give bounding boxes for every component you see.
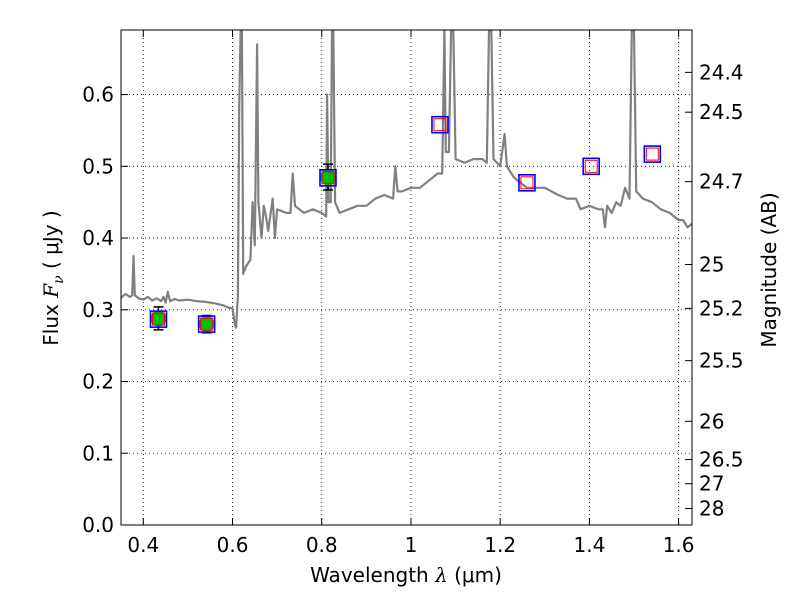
spectrum-layer (121, 30, 692, 329)
y-axis-label: Flux Fν ( μJy ) (39, 210, 67, 345)
marker-layer (149, 115, 662, 334)
model-flux-box (582, 157, 600, 176)
magnitude-tick-label: 25 (699, 253, 724, 277)
model-flux-box (643, 145, 662, 163)
x-tick-label: 1.4 (573, 533, 605, 557)
grid (121, 30, 692, 526)
model-flux-box-inner (433, 118, 447, 132)
model-flux-box (518, 174, 536, 192)
y-tick-label: 0.0 (82, 513, 114, 537)
y-tick-label: 0.1 (82, 441, 114, 465)
magnitude-tick-label: 28 (699, 497, 724, 521)
spectrum-line (121, 30, 692, 329)
model-flux-box (197, 315, 216, 333)
x-tick-label: 1.6 (663, 533, 695, 557)
magnitude-tick-label: 24.4 (699, 60, 744, 84)
magnitude-tick-label: 27 (699, 472, 724, 496)
magnitude-tick-label: 26.5 (699, 448, 744, 472)
x-tick-label: 0.8 (306, 533, 338, 557)
model-flux-box-inner (520, 176, 534, 190)
x-tick-label: 1.2 (484, 533, 516, 557)
magnitude-tick-label: 25.2 (699, 296, 744, 320)
plot-area (120, 29, 693, 526)
magnitude-tick-label: 25.5 (699, 349, 744, 373)
y-tick-label: 0.3 (82, 298, 114, 322)
model-flux-box-inner (584, 159, 598, 173)
y-tick-label: 0.4 (82, 226, 114, 250)
y-tick-label: 0.5 (82, 154, 114, 178)
model-flux-box (319, 168, 337, 187)
y-tick-label: 0.6 (82, 83, 114, 107)
magnitude-axis-label: Magnitude (AB) (757, 192, 781, 347)
magnitude-tick-label: 26 (699, 409, 724, 433)
observed-flux-point (198, 316, 215, 333)
ticks: 0.4 0.6 0.8 1 1.2 1.4 1.6 0.0 0.1 0.2 0.3 0.4 0.5 0.6… (82, 30, 744, 557)
magnitude-tick-label: 24.7 (699, 170, 744, 194)
model-flux-box-inner (645, 147, 659, 161)
y-tick-label: 0.2 (82, 370, 114, 394)
model-flux-box (431, 115, 449, 134)
model-flux-box-inner (200, 317, 214, 331)
x-tick-label: 0.6 (217, 533, 249, 557)
x-axis-label: Wavelength λ (μm) (310, 563, 502, 587)
x-tick-label: 1 (405, 533, 418, 557)
model-flux-box-inner (321, 171, 335, 185)
model-flux-box-inner (151, 312, 165, 326)
magnitude-tick-label: 24.5 (699, 100, 744, 124)
model-flux-box (149, 310, 168, 328)
x-tick-label: 0.4 (127, 533, 159, 557)
